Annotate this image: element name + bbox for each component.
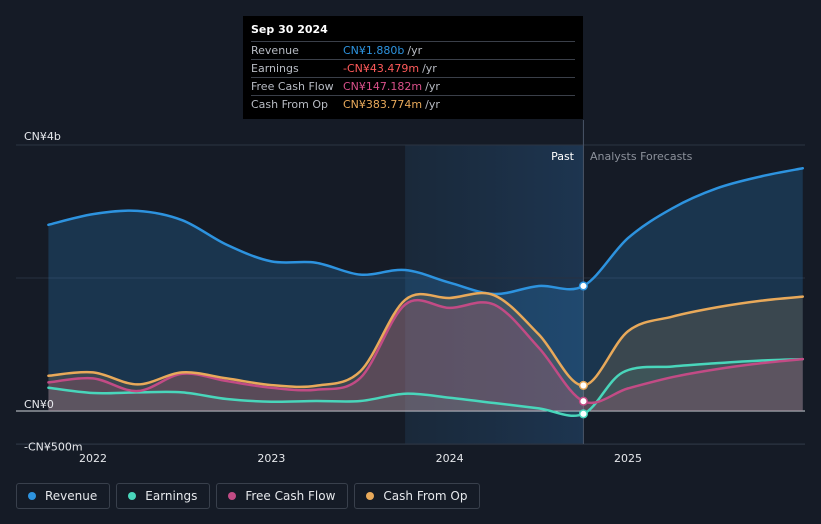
tooltip-value: CN¥1.880b [343, 44, 405, 57]
tooltip-value: -CN¥43.479m [343, 62, 420, 75]
tooltip-value: CN¥147.182m [343, 80, 423, 93]
tooltip-row-cash-from-op: Cash From Op CN¥383.774m /yr [251, 95, 575, 113]
earnings-dot-icon [128, 492, 137, 500]
free-cash-flow-marker [578, 396, 588, 406]
y-tick-label: CN¥0 [24, 398, 54, 411]
legend-label: Revenue [45, 489, 98, 503]
tooltip-unit: /yr [425, 98, 440, 111]
earnings-area [48, 359, 803, 416]
cash-from-op-line [47, 291, 805, 389]
free-cash-flow-line [47, 298, 805, 405]
legend-label: Free Cash Flow [245, 489, 336, 503]
revenue-marker [578, 281, 588, 291]
x-tick-label: 2025 [614, 452, 642, 465]
tooltip-unit: /yr [425, 80, 440, 93]
legend-item-free-cash-flow[interactable]: Free Cash Flow [216, 483, 349, 509]
tooltip-label: Cash From Op [251, 98, 329, 111]
legend: Revenue Earnings Free Cash Flow Cash Fro… [16, 483, 481, 509]
x-tick-label: 2023 [257, 452, 285, 465]
x-tick-label: 2024 [436, 452, 464, 465]
legend-item-revenue[interactable]: Revenue [16, 483, 111, 509]
free-cash-flow-dot-icon [228, 492, 237, 500]
legend-label: Cash From Op [383, 489, 468, 503]
legend-label: Earnings [145, 489, 198, 503]
revenue-line [47, 167, 805, 296]
legend-item-earnings[interactable]: Earnings [116, 483, 211, 509]
tooltip-label: Earnings [251, 62, 299, 75]
tooltip-unit: /yr [407, 44, 423, 57]
tooltip-row-free-cash-flow: Free Cash Flow CN¥147.182m /yr [251, 77, 575, 95]
y-tick-label: -CN¥500m [24, 440, 83, 453]
tooltip-label: Revenue [251, 44, 299, 57]
tooltip: Sep 30 2024 Revenue CN¥1.880b /yr Earnin… [243, 16, 583, 119]
earnings-marker [578, 409, 588, 419]
forecast-label: Analysts Forecasts [590, 150, 693, 163]
legend-item-cash-from-op[interactable]: Cash From Op [354, 483, 481, 509]
cash-from-op-marker [578, 380, 588, 391]
revenue-dot-icon [28, 492, 36, 500]
tooltip-row-revenue: Revenue CN¥1.880b /yr [251, 41, 575, 59]
earnings-line [47, 357, 805, 418]
past-label: Past [551, 150, 575, 163]
tooltip-unit: /yr [422, 62, 437, 75]
tooltip-label: Free Cash Flow [251, 80, 334, 93]
tooltip-row-earnings: Earnings -CN¥43.479m /yr [251, 59, 575, 77]
x-tick-label: 2022 [79, 452, 107, 465]
y-tick-label: CN¥4b [24, 130, 61, 143]
tooltip-value: CN¥383.774m [343, 98, 423, 111]
tooltip-date: Sep 30 2024 [251, 23, 328, 36]
cash-from-op-dot-icon [366, 492, 375, 500]
